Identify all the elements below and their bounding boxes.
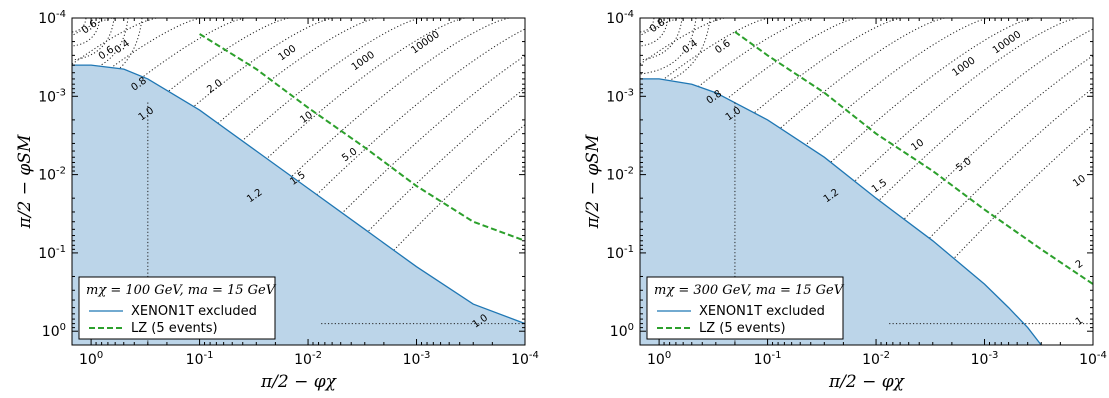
x-tick-label: 10-4 [511,350,539,368]
xenon1t-excluded-area [72,65,525,345]
y-tick-label: 100 [610,322,634,340]
y-tick-label: 10-4 [606,9,634,27]
contour-label: 100 [277,43,299,63]
y-tick-label: 100 [42,322,66,340]
xenon1t-boundary-line [640,78,1042,345]
y-axis-label: π/2 − φSM [583,134,603,229]
contour-line [72,18,87,33]
y-tick-label: 10-2 [606,166,634,184]
legend-label-xenon1t: XENON1T excluded [131,304,257,319]
x-tick-label: 10-1 [186,350,214,368]
y-tick-label: 10-1 [38,244,66,262]
x-tick-label: 10-4 [1079,350,1107,368]
y-tick-label: 10-2 [38,166,66,184]
contour-label: 2 [1074,258,1086,271]
contour-line [640,18,655,33]
y-tick-label: 10-4 [38,9,66,27]
x-tick-label: 10-1 [754,350,782,368]
y-axis-label: π/2 − φSM [15,134,35,229]
legend-label-xenon1t: XENON1T excluded [699,304,825,319]
panel-2: 0.80.4 0.60.81.0100001000105.01.51.210211… [583,9,1107,392]
x-tick-label: 10-3 [403,350,431,368]
y-tick-label: 10-3 [606,87,634,105]
lz-dashed-line [734,30,1093,285]
contour-line [640,18,683,61]
legend-label-lz: LZ (5 events) [131,321,218,336]
x-axis-label: π/2 − φχ [260,372,338,392]
xenon1t-boundary-line [72,64,525,325]
y-tick-label: 10-3 [38,87,66,105]
x-tick-label: 10-3 [971,350,999,368]
x-tick-label: 10-2 [294,350,322,368]
contour-line [72,18,115,61]
plot-frame [71,17,526,346]
lz-dashed-line [199,33,525,242]
contour-line [72,18,101,47]
y-tick-label: 10-1 [606,244,634,262]
x-tick-label: 100 [79,350,103,368]
contour-label: 1 [1074,315,1086,328]
plot-frame [639,17,1094,346]
legend-title: mχ = 300 GeV, ma = 15 GeV [654,283,845,298]
x-tick-label: 10-2 [862,350,890,368]
x-axis-label: π/2 − φχ [828,372,906,392]
contour-line [640,18,669,47]
contour-label: 1000 [950,55,977,79]
legend-title: mχ = 100 GeV, ma = 15 GeV [86,283,277,298]
legend-label-lz: LZ (5 events) [699,321,786,336]
x-tick-label: 100 [647,350,671,368]
